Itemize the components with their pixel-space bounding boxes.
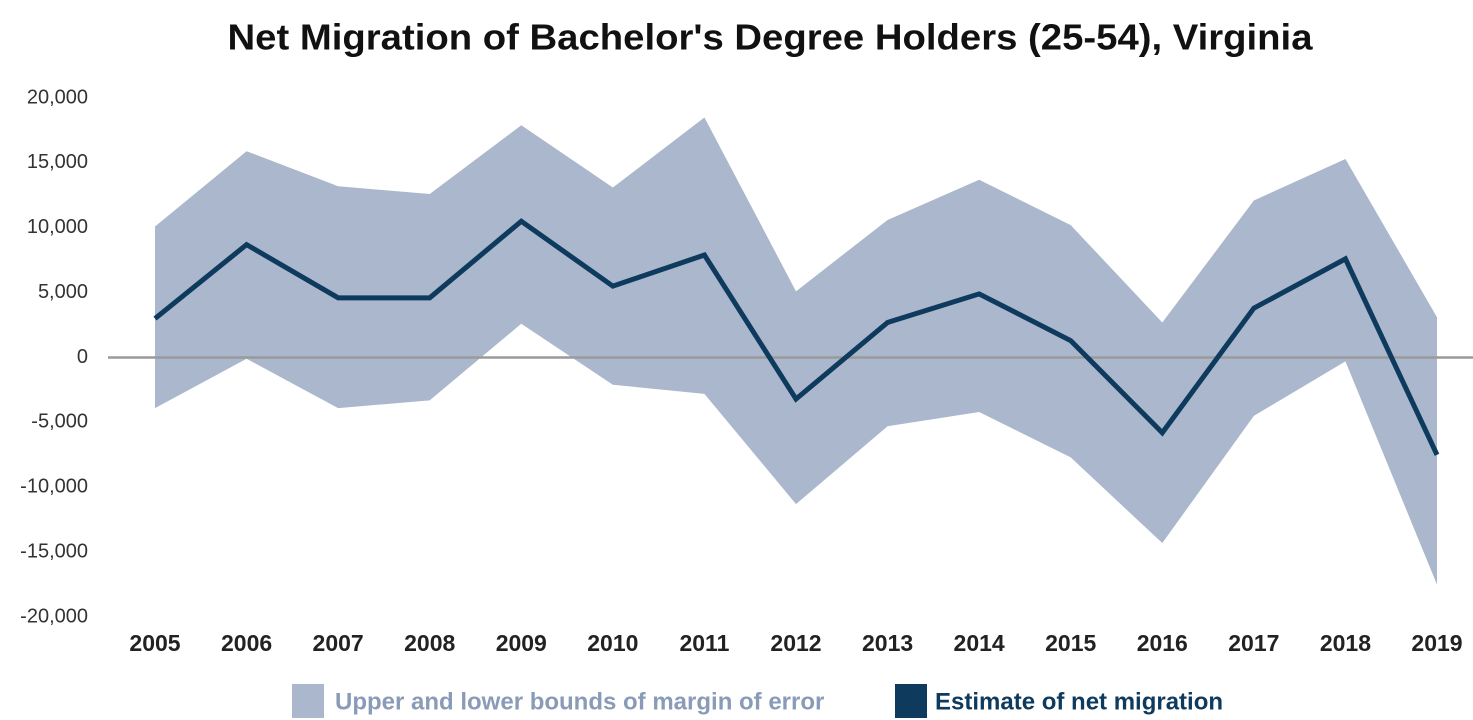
x-tick-label: 2016 <box>1137 630 1188 656</box>
legend-swatch <box>292 684 324 718</box>
x-tick-label: 2017 <box>1228 630 1279 656</box>
x-tick-label: 2012 <box>770 630 821 656</box>
y-tick-label: -5,000 <box>31 411 88 433</box>
legend-label: Upper and lower bounds of margin of erro… <box>335 688 824 715</box>
y-tick-label: -10,000 <box>20 476 88 498</box>
x-tick-label: 2018 <box>1320 630 1371 656</box>
x-tick-label: 2006 <box>221 630 272 656</box>
error-band <box>155 117 1437 585</box>
x-tick-label: 2013 <box>862 630 913 656</box>
x-tick-label: 2014 <box>954 630 1005 656</box>
y-tick-label: 5,000 <box>38 281 88 303</box>
x-tick-label: 2007 <box>313 630 364 656</box>
x-tick-label: 2009 <box>496 630 547 656</box>
x-tick-label: 2015 <box>1045 630 1096 656</box>
y-tick-label: 20,000 <box>27 86 88 108</box>
y-tick-label: 10,000 <box>27 216 88 238</box>
estimate-line <box>153 218 1440 456</box>
x-tick-label: 2010 <box>587 630 638 656</box>
chart-title: Net Migration of Bachelor's Degree Holde… <box>228 17 1314 58</box>
legend-label: Estimate of net migration <box>935 688 1223 715</box>
x-tick-label: 2011 <box>679 630 729 656</box>
legend-swatch <box>895 684 927 718</box>
x-tick-label: 2019 <box>1411 630 1462 656</box>
y-tick-label: -15,000 <box>20 540 88 562</box>
y-tick-label: 15,000 <box>27 151 88 173</box>
y-tick-label: 0 <box>77 346 88 368</box>
x-tick-label: 2008 <box>404 630 455 656</box>
y-tick-label: -20,000 <box>20 605 88 627</box>
x-tick-label: 2005 <box>129 630 180 656</box>
